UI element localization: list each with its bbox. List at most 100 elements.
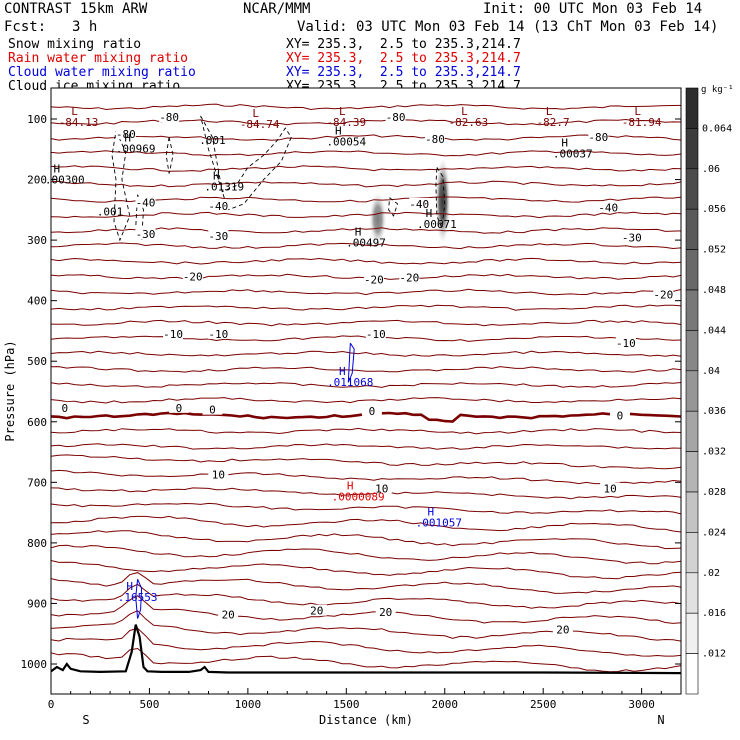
colorbar-swatch [685,410,699,452]
temperature-contour-line [51,257,681,265]
ice-mixing-contour [111,130,131,242]
contour-label-bg [424,132,445,144]
high-marker: H [124,131,131,144]
extremum-value: .0000089 [332,491,385,504]
contour-label: -30 [622,232,642,245]
contour-label-bg [115,128,136,140]
shaded-mixing-cell [434,155,451,246]
y-tick-label: 400 [27,295,47,308]
x-axis-label: Distance (km) [319,713,413,727]
high-marker: H [53,162,60,175]
contour-label: -80 [116,128,136,141]
y-tick-label: 900 [27,597,47,610]
x-tick-label: 500 [140,698,160,711]
org-label: NCAR/MMM [243,1,311,17]
temperature-contour-line [51,469,681,485]
temperature-contour-line [51,382,681,388]
contour-label-bg [208,229,229,241]
field-name-cloud-water: Cloud water mixing ratio [8,65,196,80]
temperature-contour-line [51,319,681,327]
temperature-contour-line [51,366,681,373]
contour-label: 20 [556,623,569,636]
y-tick-label: 1000 [21,658,48,671]
temperature-contour-line [51,211,681,219]
contour-label-bg [202,403,223,415]
temperature-contour-line [51,627,681,657]
colorbar-tick-label: .012 [702,649,726,660]
contour-label-bg [135,196,156,208]
extremum-value: -84.39 [326,116,366,129]
contour-label: 20 [222,608,235,621]
contour-label: 10 [212,468,225,481]
field-xy-rain: XY= 235.3, 2.5 to 235.3,214.7 [286,51,521,66]
valid-time: Valid: 03 UTC Mon 03 Feb 14 (13 ChT Mon … [297,19,719,35]
ice-mixing-contour [165,137,174,174]
colorbar-tick-label: 0.064 [702,123,732,134]
contour-label-bg [365,327,386,339]
extremum-value: -81.94 [622,116,662,129]
contour-label: 0 [209,404,216,417]
low-marker: L [546,105,553,118]
y-tick-label: 200 [27,174,47,187]
temperature-contour-line [51,196,681,203]
temperature-contour-line [51,487,681,500]
contour-label: -80 [159,111,179,124]
north-label: N [657,713,664,727]
low-marker: L [461,105,468,118]
colorbar-tick-label: .052 [702,245,726,256]
x-tick-label: 1500 [333,698,360,711]
temperature-contour-line [51,134,681,141]
high-marker: H [426,207,433,220]
extremum-value: -84.13 [59,116,99,129]
y-tick-label: 600 [27,416,47,429]
colorbar-swatch [685,572,699,614]
contour-label-bg [375,605,396,617]
forecast-label: Fcst: [4,19,47,35]
contour-label-bg [552,623,573,635]
high-marker: H [347,480,354,493]
extremum-value: -82.63 [449,116,489,129]
extremum-value: .001057 [416,517,462,530]
contour-label-bg [218,608,239,620]
contour-label: -10 [163,328,183,341]
contour-label: 10 [604,482,617,495]
y-tick-label: 100 [27,113,47,126]
colorbar-tick-label: .04 [702,366,720,377]
contour-label-bg [399,271,420,283]
extremum-value: .00037 [553,147,593,160]
y-tick-label: 500 [27,355,47,368]
contour-label: -30 [208,230,228,243]
contour-label: -20 [364,273,384,286]
init-time: Init: 00 UTC Mon 03 Feb 14 [483,1,703,17]
temperature-contour-line [51,454,681,470]
y-tick-label: 700 [27,476,47,489]
x-tick-label: 0 [48,698,55,711]
ice-mixing-contour [200,115,292,211]
contour-label-bg [54,401,75,413]
field-xy-cloud-water: XY= 235.3, 2.5 to 235.3,214.7 [286,65,521,80]
contour-label-bg [409,197,430,209]
x-tick-label: 1000 [235,698,262,711]
extremum-value: .00497 [346,236,386,249]
low-marker: L [339,105,346,118]
temperature-contour-line [51,150,681,157]
high-marker: H [339,365,346,378]
temperature-contour-line [51,560,681,580]
field-xy-snow: XY= 235.3, 2.5 to 235.3,214.7 [286,37,521,52]
contour-label: 0 [176,402,183,415]
contour-label: -10 [616,337,636,350]
high-marker: H [126,580,133,593]
temperature-contour-line [51,227,681,234]
field-name-snow: Snow mixing ratio [8,37,142,52]
temperature-contour-line [51,350,681,357]
contour-label-bg [588,131,609,143]
temperature-contour-line [51,103,681,111]
colorbar-swatch [685,612,699,654]
colorbar-tick-label: .056 [702,204,726,215]
contour-label: -40 [208,200,228,213]
temperature-contour-line [51,647,681,673]
shaded-mixing-cell [368,190,387,247]
contour-label-bg [653,288,674,300]
low-marker: L [71,105,78,118]
